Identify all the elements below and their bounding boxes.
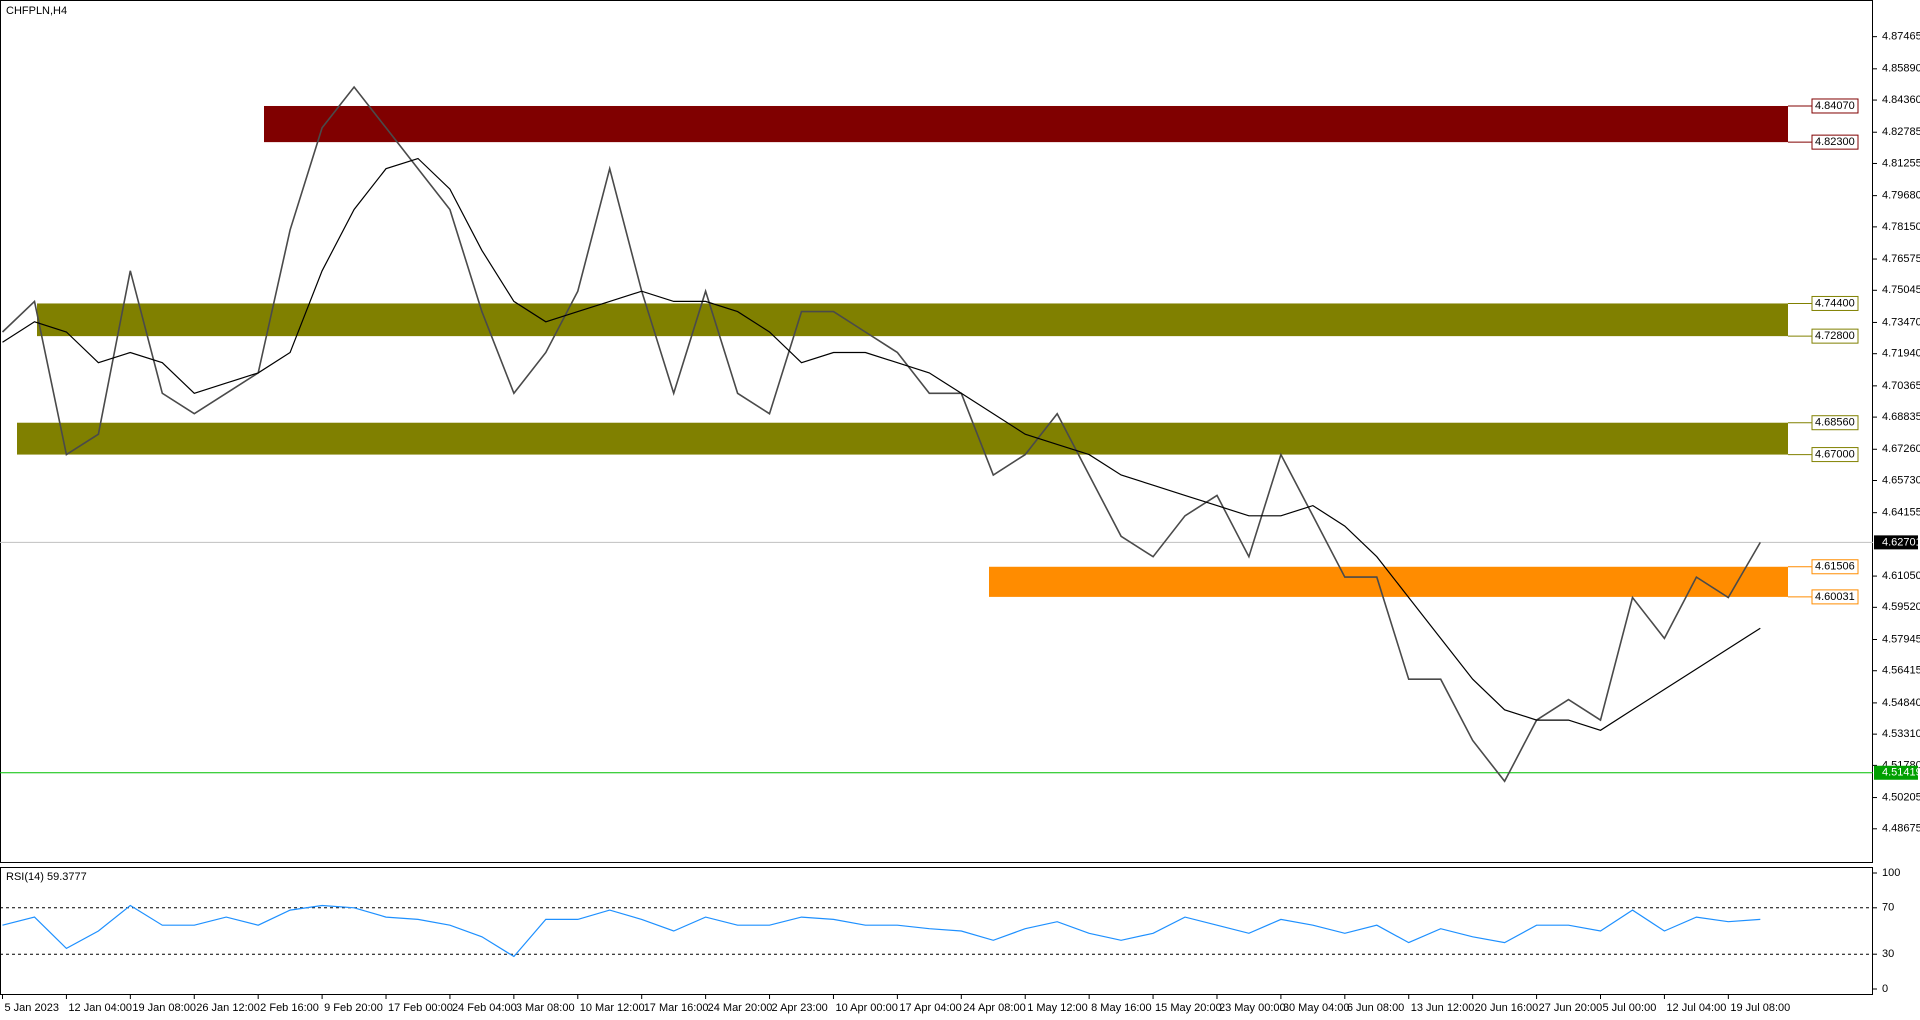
x-tick-label: 30 May 04:00 [1283, 1002, 1350, 1014]
series-line [2, 904, 1761, 958]
zone-label: 4.68560 [1815, 417, 1855, 429]
x-tick-label: 24 Feb 04:00 [452, 1002, 517, 1014]
x-tick-label: 19 Jan 08:00 [132, 1002, 196, 1014]
main-panel-border [0, 0, 1873, 863]
y-tick-label: 4.75045 [1882, 284, 1920, 296]
x-tick-label: 9 Feb 20:00 [324, 1002, 383, 1014]
zone-label: 4.74400 [1815, 297, 1855, 309]
x-tick-label: 3 Mar 08:00 [516, 1002, 575, 1014]
zone-label-box [1811, 295, 1859, 311]
x-tick-label: 24 Mar 20:00 [708, 1002, 773, 1014]
y-tick-label: 4.50205 [1882, 791, 1920, 803]
y-tick-label: 4.81255 [1882, 157, 1920, 169]
y-tick-label: 4.79680 [1882, 190, 1920, 202]
y-tick-label: 4.65730 [1882, 474, 1920, 486]
x-tick-label: 26 Jan 12:00 [196, 1002, 260, 1014]
zone-label: 4.82300 [1815, 136, 1855, 148]
x-tick-label: 8 May 16:00 [1091, 1002, 1152, 1014]
zone [17, 422, 1788, 455]
y-tick-label: 0 [1882, 983, 1888, 995]
x-tick-label: 12 Jul 04:00 [1666, 1002, 1726, 1014]
y-tick-label: 100 [1882, 867, 1900, 879]
y-tick-label: 4.67260 [1882, 443, 1920, 455]
y-tick-label: 4.84360 [1882, 94, 1920, 106]
y-tick-label: 4.61050 [1882, 570, 1920, 582]
zone-label-box [1811, 415, 1859, 431]
zone [37, 303, 1788, 337]
x-tick-label: 15 May 20:00 [1155, 1002, 1222, 1014]
x-tick-label: 2 Feb 16:00 [260, 1002, 319, 1014]
y-tick-label: 4.53310 [1882, 728, 1920, 740]
x-tick-label: 10 Mar 12:00 [580, 1002, 645, 1014]
zone-label: 4.67000 [1815, 448, 1855, 460]
price-label-box [1874, 765, 1918, 780]
zone-label-box [1811, 589, 1859, 605]
rsi-title: RSI(14) 59.3777 [6, 871, 87, 883]
y-tick-label: 4.76575 [1882, 253, 1920, 265]
price-label: 4.62701 [1882, 536, 1920, 548]
y-tick-label: 4.78150 [1882, 221, 1920, 233]
x-tick-label: 5 Jul 00:00 [1603, 1002, 1657, 1014]
series-line [2, 157, 1761, 731]
y-tick-label: 4.82785 [1882, 126, 1920, 138]
zone-label: 4.84070 [1815, 100, 1855, 112]
zone-label-box [1811, 559, 1859, 575]
price-label-box [1874, 535, 1918, 550]
zone-label: 4.72800 [1815, 330, 1855, 342]
y-tick-label: 4.59520 [1882, 601, 1920, 613]
zone-label-box [1811, 328, 1859, 344]
y-tick-label: 4.85890 [1882, 63, 1920, 75]
x-tick-label: 17 Mar 16:00 [644, 1002, 709, 1014]
x-tick-label: 23 May 00:00 [1219, 1002, 1286, 1014]
y-tick-label: 30 [1882, 948, 1894, 960]
y-tick-label: 4.56415 [1882, 665, 1920, 677]
y-tick-label: 4.54840 [1882, 697, 1920, 709]
y-tick-label: 4.48675 [1882, 823, 1920, 835]
rsi-panel-border [0, 867, 1873, 995]
y-tick-label: 4.64155 [1882, 507, 1920, 519]
zone-label: 4.61506 [1815, 561, 1855, 573]
x-tick-label: 17 Apr 04:00 [899, 1002, 961, 1014]
zone-label-box [1811, 447, 1859, 463]
y-tick-label: 4.71940 [1882, 348, 1920, 360]
x-tick-label: 19 Jul 08:00 [1730, 1002, 1790, 1014]
x-tick-label: 13 Jun 12:00 [1411, 1002, 1475, 1014]
x-tick-label: 5 Jan 2023 [5, 1002, 59, 1014]
zone-label: 4.60031 [1815, 591, 1855, 603]
series-line [1, 85, 1761, 783]
x-tick-label: 12 Jan 04:00 [68, 1002, 132, 1014]
x-tick-label: 27 Jun 20:00 [1539, 1002, 1603, 1014]
x-tick-label: 17 Feb 00:00 [388, 1002, 453, 1014]
zone-label-box [1811, 98, 1859, 114]
y-tick-label: 4.57945 [1882, 633, 1920, 645]
x-tick-label: 10 Apr 00:00 [835, 1002, 897, 1014]
x-tick-label: 6 Jun 08:00 [1347, 1002, 1405, 1014]
y-tick-label: 4.70365 [1882, 380, 1920, 392]
x-tick-label: 1 May 12:00 [1027, 1002, 1088, 1014]
x-tick-label: 2 Apr 23:00 [772, 1002, 828, 1014]
y-tick-label: 4.73470 [1882, 316, 1920, 328]
y-tick-label: 70 [1882, 902, 1894, 914]
y-tick-label: 4.68835 [1882, 411, 1920, 423]
zone-label-box [1811, 134, 1859, 150]
zone [264, 105, 1788, 143]
y-tick-label: 4.87465 [1882, 31, 1920, 43]
x-tick-label: 24 Apr 08:00 [963, 1002, 1025, 1014]
x-tick-label: 20 Jun 16:00 [1475, 1002, 1539, 1014]
chart-title: CHFPLN,H4 [6, 5, 67, 17]
price-label: 4.51419 [1882, 767, 1920, 779]
